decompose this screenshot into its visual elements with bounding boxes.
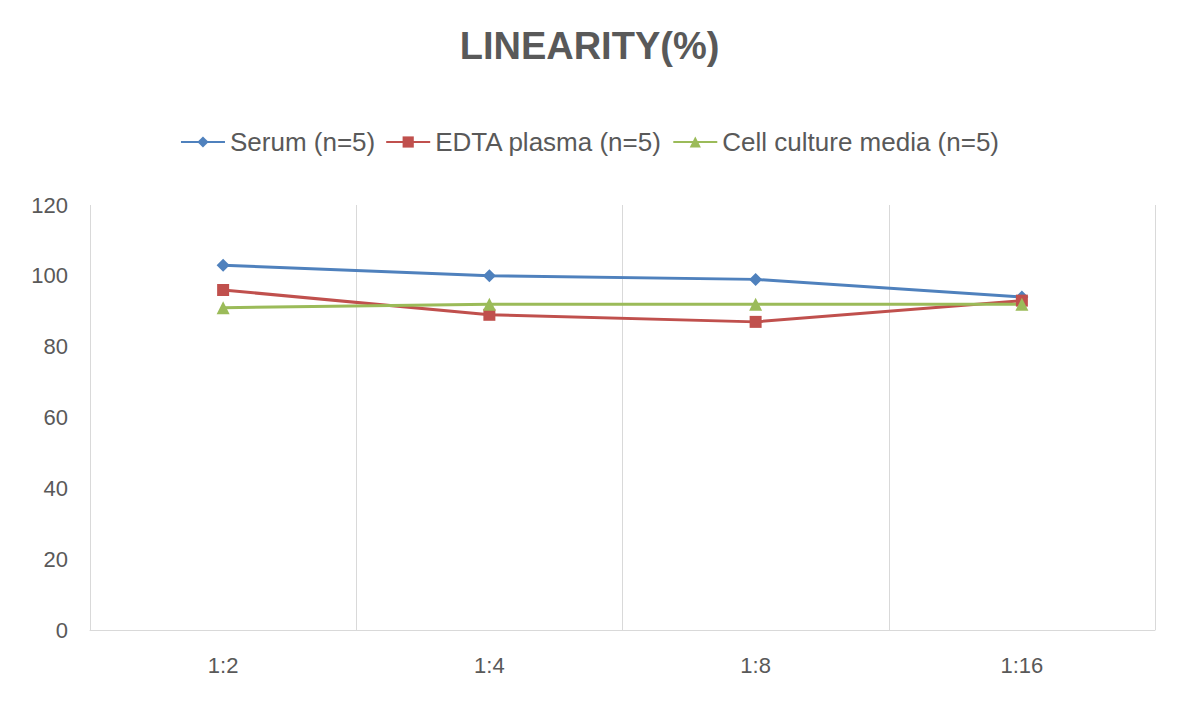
- svg-text:1:8: 1:8: [740, 653, 771, 678]
- svg-text:1:4: 1:4: [474, 653, 505, 678]
- svg-text:Serum (n=5): Serum (n=5): [230, 127, 375, 157]
- svg-text:1:16: 1:16: [1000, 653, 1043, 678]
- svg-text:40: 40: [44, 476, 68, 501]
- svg-text:Cell culture media (n=5): Cell culture media (n=5): [722, 127, 999, 157]
- svg-text:1:2: 1:2: [208, 653, 239, 678]
- svg-text:80: 80: [44, 334, 68, 359]
- svg-text:120: 120: [31, 193, 68, 218]
- svg-text:100: 100: [31, 263, 68, 288]
- svg-text:0: 0: [56, 618, 68, 643]
- svg-text:60: 60: [44, 405, 68, 430]
- svg-text:20: 20: [44, 547, 68, 572]
- svg-text:EDTA plasma (n=5): EDTA plasma (n=5): [435, 127, 661, 157]
- svg-text:LINEARITY(%): LINEARITY(%): [460, 25, 720, 67]
